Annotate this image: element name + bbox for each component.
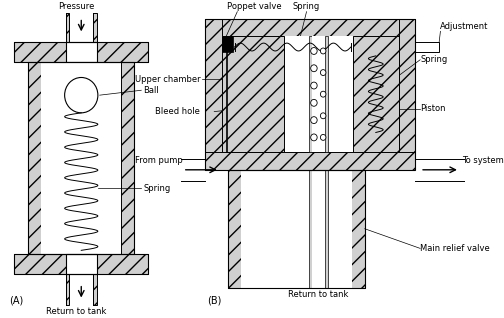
Bar: [121, 62, 134, 254]
Bar: [66, 13, 69, 42]
Bar: [222, 36, 233, 52]
Text: From pump: From pump: [135, 156, 183, 165]
Bar: [66, 254, 97, 274]
Circle shape: [321, 135, 326, 140]
Text: (A): (A): [9, 295, 24, 305]
Bar: [353, 36, 399, 152]
Bar: [205, 18, 415, 170]
Bar: [66, 274, 69, 305]
Bar: [325, 36, 328, 152]
Text: Poppet valve: Poppet valve: [227, 2, 281, 11]
Bar: [309, 170, 312, 288]
Text: Main relief valve: Main relief valve: [420, 244, 490, 253]
Text: Return to tank: Return to tank: [288, 290, 349, 299]
Circle shape: [65, 78, 98, 113]
Bar: [241, 170, 352, 288]
Text: Bleed hole: Bleed hole: [156, 107, 201, 116]
Bar: [97, 42, 148, 62]
Circle shape: [321, 91, 326, 97]
Text: Ball: Ball: [143, 86, 159, 95]
Bar: [228, 170, 365, 288]
Text: (B): (B): [207, 295, 221, 305]
Text: Spring: Spring: [143, 184, 170, 193]
Circle shape: [310, 117, 317, 124]
Circle shape: [310, 65, 317, 72]
Circle shape: [310, 100, 317, 106]
Bar: [205, 152, 415, 170]
Bar: [309, 36, 312, 152]
Bar: [415, 159, 466, 181]
Bar: [205, 18, 415, 36]
Bar: [325, 170, 328, 288]
Text: Spring: Spring: [420, 55, 448, 64]
Text: Spring: Spring: [293, 2, 320, 11]
Bar: [399, 18, 415, 170]
Bar: [228, 170, 365, 288]
Bar: [66, 42, 97, 62]
Text: Pressure: Pressure: [58, 2, 95, 11]
Bar: [181, 159, 205, 181]
Bar: [28, 62, 134, 254]
Bar: [312, 36, 325, 152]
Circle shape: [321, 48, 326, 54]
Circle shape: [310, 82, 317, 89]
Text: Upper chamber: Upper chamber: [135, 75, 201, 84]
Bar: [415, 42, 438, 52]
Bar: [312, 170, 325, 288]
Bar: [28, 62, 41, 254]
Bar: [14, 42, 66, 62]
Bar: [222, 36, 399, 152]
Bar: [14, 254, 148, 274]
Bar: [222, 36, 284, 152]
Text: Adjustment: Adjustment: [440, 22, 489, 31]
Bar: [93, 274, 97, 305]
Text: Return to tank: Return to tank: [46, 307, 107, 316]
Text: Piston: Piston: [420, 104, 446, 114]
Circle shape: [321, 70, 326, 75]
Bar: [205, 18, 222, 170]
Circle shape: [310, 47, 317, 54]
Text: To system: To system: [462, 156, 503, 165]
Bar: [93, 13, 97, 42]
Circle shape: [310, 134, 317, 141]
Bar: [14, 254, 148, 274]
Bar: [14, 42, 148, 62]
Bar: [41, 62, 121, 254]
Circle shape: [321, 113, 326, 119]
